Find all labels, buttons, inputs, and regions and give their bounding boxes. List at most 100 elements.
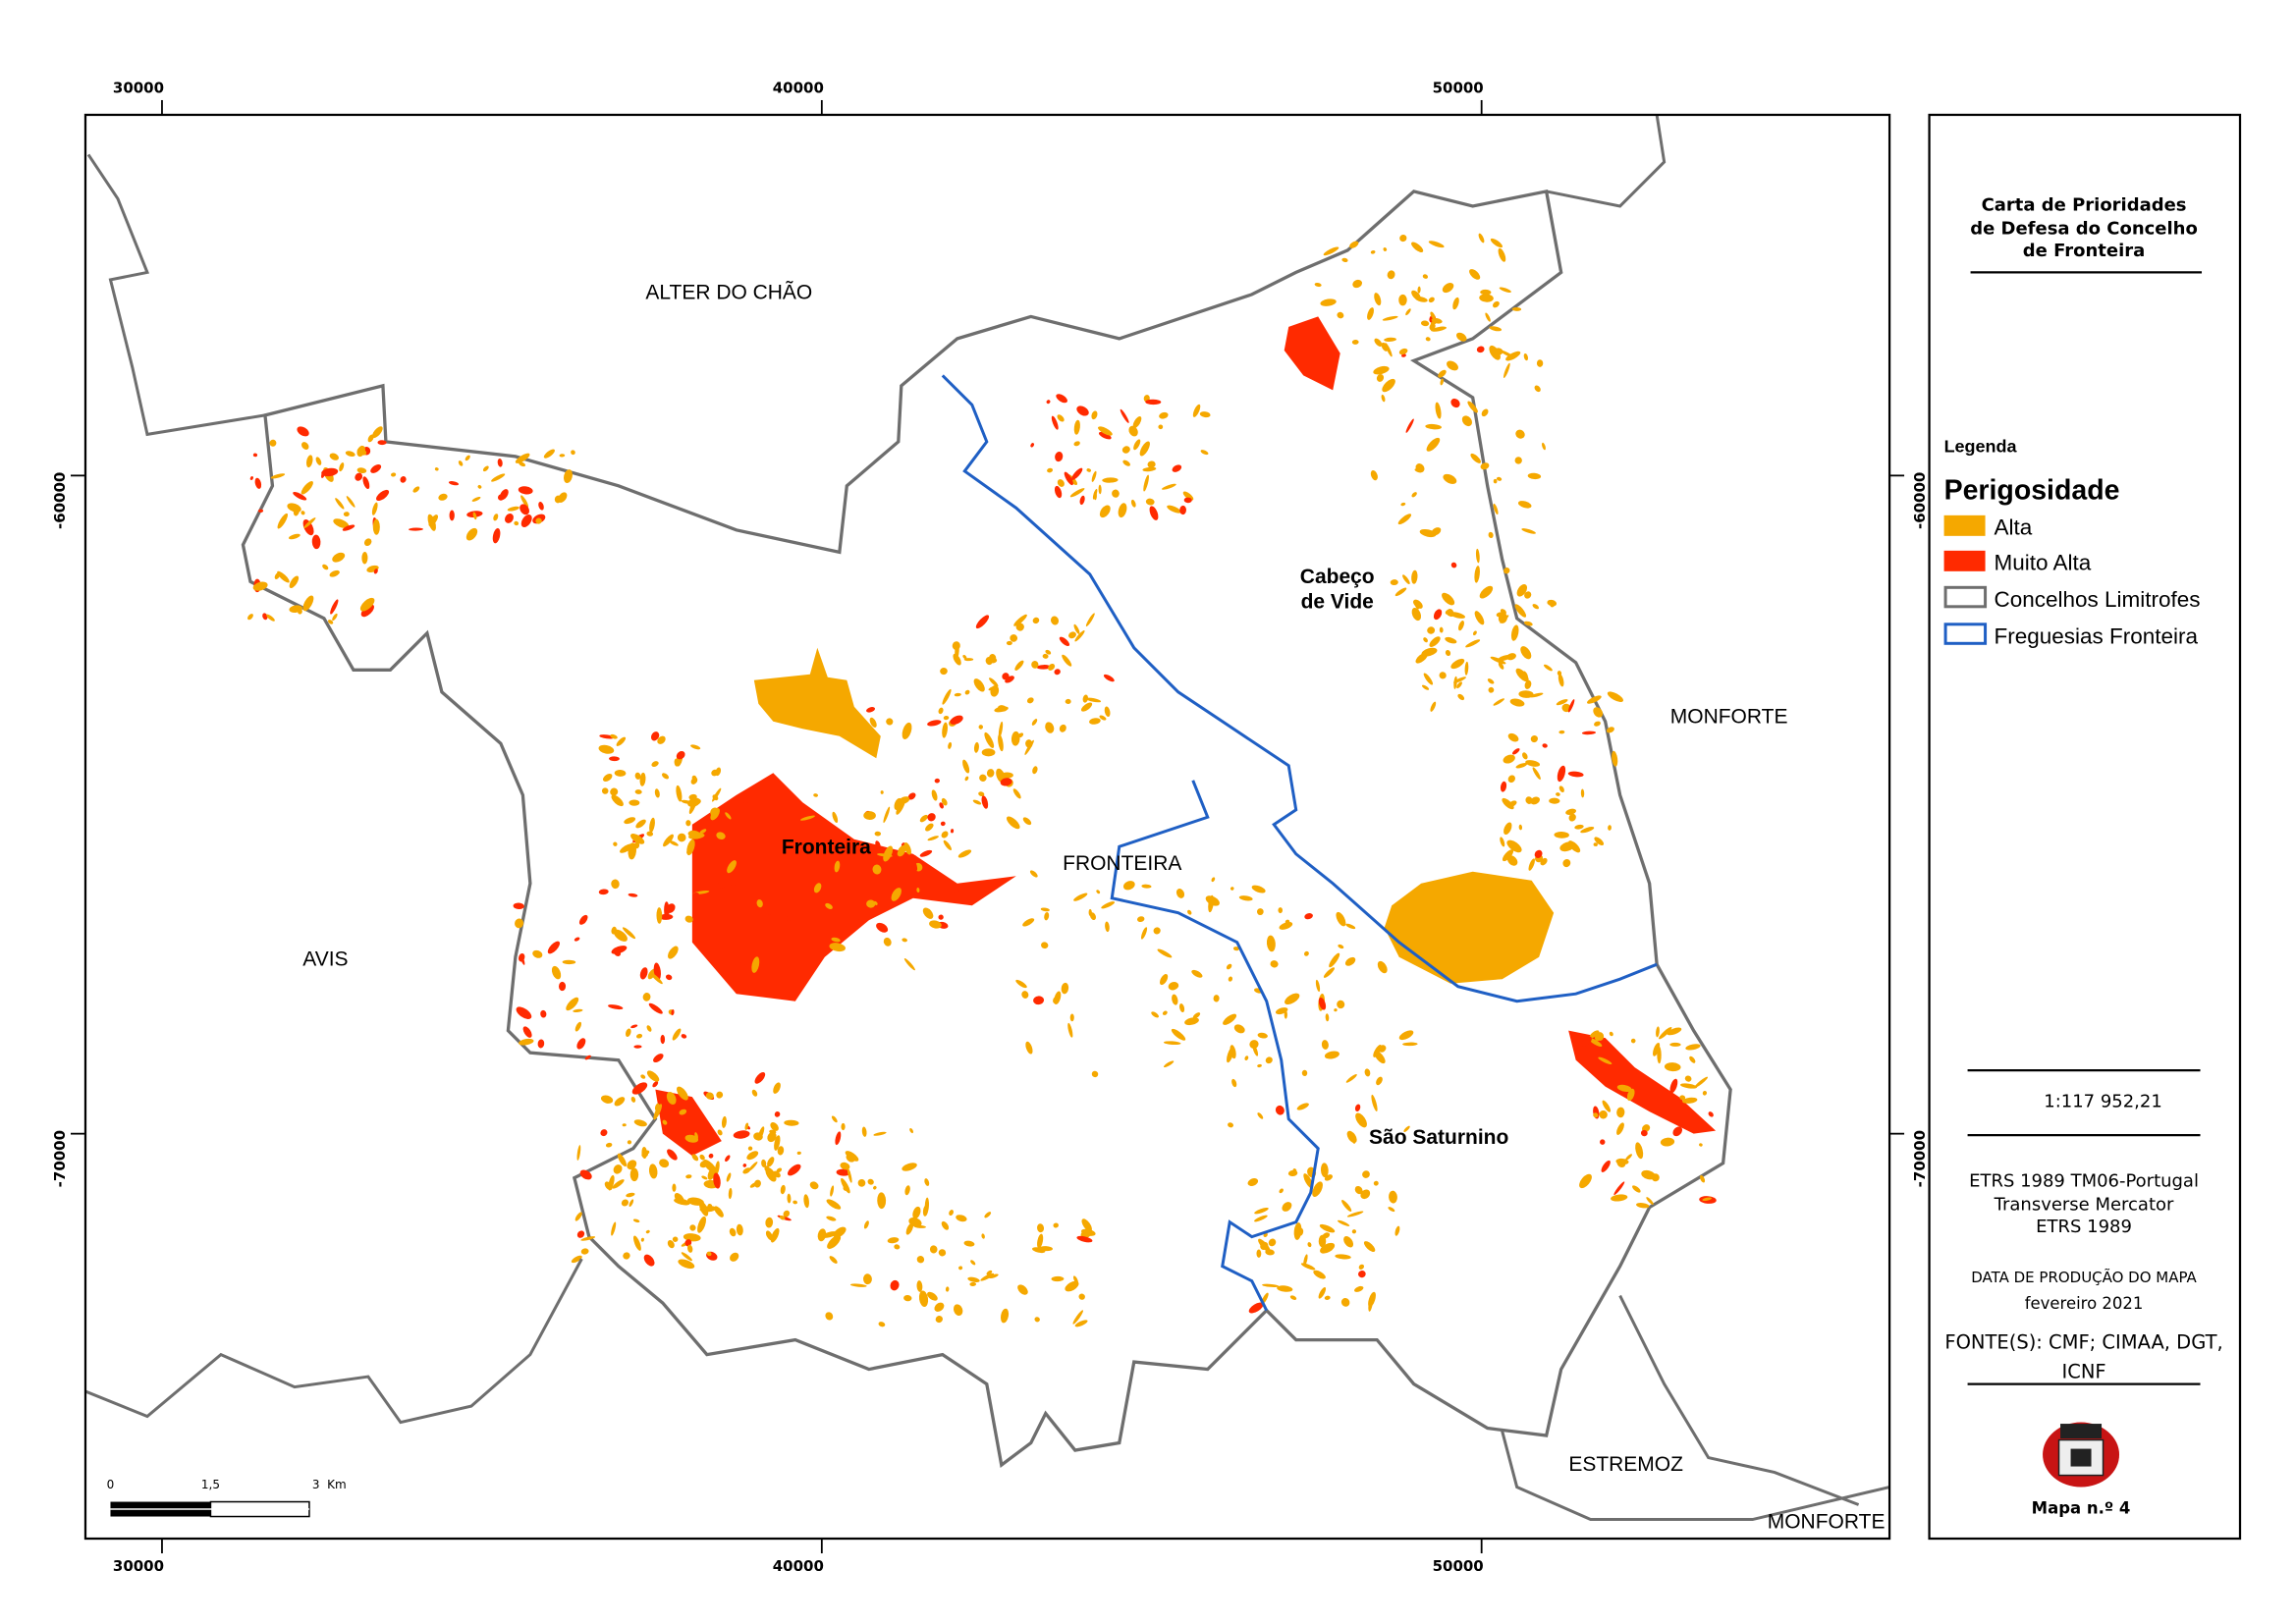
hazard-patch <box>576 1038 586 1050</box>
hazard-patch <box>611 879 620 890</box>
hazard-patch <box>1493 503 1499 514</box>
hazard-patch <box>1489 326 1503 332</box>
hazard-patch <box>883 806 891 824</box>
hazard-patch <box>756 899 763 908</box>
hazard-patch <box>1488 531 1494 539</box>
hazard-patch <box>866 707 876 713</box>
hazard-patch <box>1474 566 1480 583</box>
hazard-patch <box>1120 408 1129 423</box>
hazard-patch <box>1301 1069 1308 1077</box>
hazard-patch <box>1354 1185 1363 1195</box>
hazard-patch <box>883 845 894 862</box>
hazard-patch <box>1423 637 1428 643</box>
hazard-patch <box>1411 911 1418 916</box>
hazard-patch <box>962 759 970 774</box>
hazard-patch <box>948 741 953 749</box>
hazard-patch <box>1472 630 1477 636</box>
hazard-patch <box>866 899 876 908</box>
sources: ICNF <box>2061 1361 2105 1383</box>
hazard-patch <box>1354 1104 1361 1111</box>
hazard-patch <box>972 799 982 805</box>
hazard-patch <box>1069 1013 1074 1022</box>
parish-label: Cabeço <box>1300 566 1375 588</box>
hazard-patch <box>1122 460 1130 466</box>
hazard-patch <box>703 1160 717 1173</box>
hazard-patch <box>659 1159 670 1168</box>
hazard-patch <box>1073 623 1080 634</box>
hazard-patch <box>635 819 646 829</box>
hazard-patch <box>1323 246 1339 256</box>
scale-label: 1,5 <box>201 1478 220 1491</box>
hazard-patch <box>1549 797 1560 804</box>
hazard-patch <box>660 1034 666 1045</box>
hazard-patch <box>969 1281 977 1287</box>
hazard-patch <box>916 1256 925 1264</box>
hazard-patch <box>730 880 737 887</box>
hazard-patch <box>566 997 579 1011</box>
hazard-patch <box>600 1129 608 1137</box>
hazard-patch <box>1421 684 1430 690</box>
hazard-patch <box>1558 730 1565 734</box>
hazard-patch <box>356 445 365 458</box>
hazard-patch <box>863 811 876 821</box>
hazard-patch <box>1074 1320 1088 1327</box>
hazard-patch <box>1211 877 1216 883</box>
hazard-patch <box>920 869 926 878</box>
parish-label: São Saturnino <box>1369 1126 1508 1149</box>
legend-swatch <box>1943 585 1988 609</box>
hazard-patch <box>1635 1142 1644 1160</box>
hazard-patch <box>321 467 339 477</box>
hazard-patch <box>964 776 969 782</box>
hazard-patch <box>800 815 815 821</box>
hazard-patch <box>934 778 940 784</box>
hazard-patch <box>515 918 524 929</box>
hazard-patch <box>899 796 910 804</box>
hazard-patch <box>1277 1285 1293 1292</box>
hazard-patch <box>708 1153 714 1159</box>
hazard-patch <box>949 1210 954 1217</box>
hazard-patch <box>662 1119 668 1125</box>
hazard-patch <box>1279 921 1293 930</box>
hazard-patch <box>1542 442 1546 451</box>
hazard-patch <box>514 520 519 526</box>
hazard-patch <box>1556 792 1560 796</box>
hazard-patch <box>691 775 697 781</box>
hazard-patch <box>1502 849 1514 862</box>
hazard-patch <box>1171 1028 1186 1041</box>
hazard-patch <box>902 938 907 943</box>
hazard-patch <box>629 1199 634 1208</box>
hazard-patch <box>522 1026 532 1038</box>
hazard-patch <box>1062 654 1072 667</box>
legend-panel <box>1928 113 2242 1541</box>
hazard-patch <box>1122 881 1135 891</box>
hazard-patch <box>1458 620 1464 631</box>
hazard-patch <box>1456 332 1467 342</box>
muito-alta-area <box>1284 316 1340 391</box>
hazard-patch <box>663 834 674 847</box>
hazard-patch <box>1388 1207 1395 1213</box>
hazard-patch <box>712 787 722 802</box>
hazard-patch <box>764 1165 770 1171</box>
hazard-patch <box>765 1217 774 1228</box>
hazard-patch <box>1579 1173 1592 1189</box>
hazard-patch <box>1384 337 1396 342</box>
hazard-patch <box>1105 921 1110 933</box>
hazard-patch <box>1606 727 1614 733</box>
hazard-patch <box>1344 956 1356 966</box>
hazard-patch <box>877 1192 887 1210</box>
hazard-patch <box>634 772 641 780</box>
hazard-patch <box>684 1239 692 1247</box>
hazard-patch <box>1064 471 1073 486</box>
hazard-patch <box>1498 247 1506 262</box>
hazard-patch <box>940 821 946 827</box>
hazard-patch <box>1567 771 1584 778</box>
hazard-patch <box>1374 338 1383 347</box>
hazard-patch <box>941 831 949 839</box>
hazard-patch <box>626 1192 635 1198</box>
hazard-patch <box>1613 1181 1625 1196</box>
hazard-patch <box>863 1273 872 1285</box>
hazard-patch <box>376 489 390 501</box>
hazard-patch <box>1141 884 1152 889</box>
hazard-patch <box>360 604 374 618</box>
